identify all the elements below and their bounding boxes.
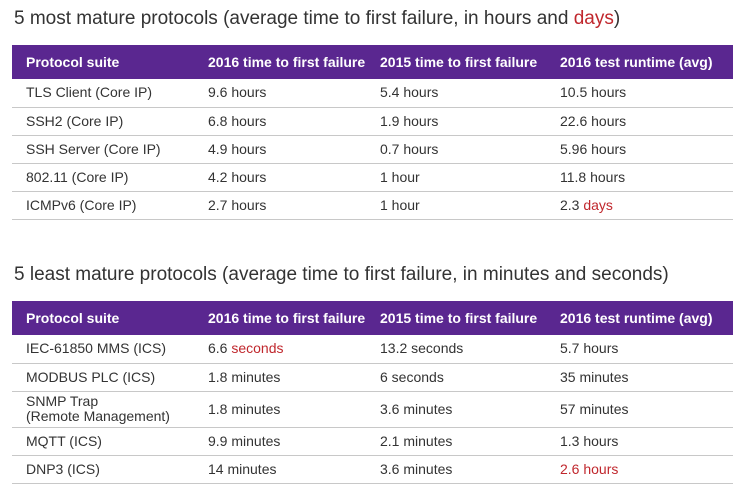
cell-protocol: DNP3 (ICS) bbox=[26, 460, 100, 477]
table-row: MQTT (ICS) 9.9 minutes 2.1 minutes 1.3 h… bbox=[12, 427, 733, 455]
cell-2015: 3.6 minutes bbox=[380, 400, 453, 417]
cell-protocol: ICMPv6 (Core IP) bbox=[26, 196, 137, 213]
header-2016-runtime: 2016 test runtime (avg) bbox=[546, 45, 733, 79]
cell-2015: 1.9 hours bbox=[380, 112, 439, 129]
cell-2016: 1.8 minutes bbox=[208, 368, 281, 385]
cell-protocol: SSH Server (Core IP) bbox=[26, 140, 161, 157]
cell-2016: 14 minutes bbox=[208, 460, 277, 477]
runtime-unit-highlight: days bbox=[583, 196, 613, 213]
ttff-unit-highlight: seconds bbox=[231, 340, 284, 357]
cell-protocol: 802.11 (Core IP) bbox=[26, 168, 129, 185]
protocol-line-2: (Remote Management) bbox=[26, 408, 170, 424]
table-row: ICMPv6 (Core IP) 2.7 hours 1 hour 2.3 da… bbox=[12, 191, 733, 219]
header-2015-ttff: 2015 time to first failure bbox=[366, 301, 546, 335]
cell-2016: 6.8 hours bbox=[208, 112, 267, 129]
cell-2015: 1 hour bbox=[380, 168, 420, 185]
header-2016-runtime: 2016 test runtime (avg) bbox=[546, 301, 733, 335]
cell-protocol: TLS Client (Core IP) bbox=[26, 84, 153, 101]
cell-protocol: SNMP Trap (Remote Management) bbox=[12, 391, 194, 427]
most-mature-table: Protocol suite 2016 time to first failur… bbox=[12, 45, 733, 220]
cell-protocol: MODBUS PLC (ICS) bbox=[26, 368, 156, 385]
table-header-row: Protocol suite 2016 time to first failur… bbox=[12, 45, 733, 79]
header-protocol-suite: Protocol suite bbox=[12, 45, 194, 79]
cell-runtime: 57 minutes bbox=[560, 400, 629, 417]
table-row: TLS Client (Core IP) 9.6 hours 5.4 hours… bbox=[12, 79, 733, 107]
table-row: SSH2 (Core IP) 6.8 hours 1.9 hours 22.6 … bbox=[12, 107, 733, 135]
title-highlight: days bbox=[573, 8, 614, 29]
table-header-row: Protocol suite 2016 time to first failur… bbox=[12, 301, 733, 335]
cell-runtime: 22.6 hours bbox=[560, 112, 627, 129]
cell-2016: 9.9 minutes bbox=[208, 432, 281, 449]
cell-2015: 5.4 hours bbox=[380, 84, 439, 101]
cell-2015: 13.2 seconds bbox=[380, 340, 464, 357]
cell-2015: 6 seconds bbox=[380, 368, 444, 385]
cell-runtime: 5.7 hours bbox=[560, 340, 619, 357]
most-mature-title: 5 most mature protocols (average time to… bbox=[14, 8, 620, 30]
runtime-value: 2.3 bbox=[560, 196, 584, 213]
cell-2015: 3.6 minutes bbox=[380, 460, 453, 477]
cell-2016: 6.6 seconds bbox=[194, 335, 366, 363]
header-2016-ttff: 2016 time to first failure bbox=[194, 45, 366, 79]
ttff-value: 6.6 bbox=[208, 340, 232, 357]
title-text: 5 most mature protocols (average time to… bbox=[14, 8, 574, 29]
title-end: ) bbox=[613, 8, 621, 29]
table-row: SNMP Trap (Remote Management) 1.8 minutes… bbox=[12, 391, 733, 427]
cell-protocol: IEC-61850 MMS (ICS) bbox=[26, 340, 167, 357]
cell-runtime: 10.5 hours bbox=[560, 84, 627, 101]
cell-2015: 2.1 minutes bbox=[380, 432, 453, 449]
cell-2016: 2.7 hours bbox=[208, 196, 267, 213]
table-row: MODBUS PLC (ICS) 1.8 minutes 6 seconds 3… bbox=[12, 363, 733, 391]
cell-2016: 9.6 hours bbox=[208, 84, 267, 101]
cell-runtime: 2.3 days bbox=[546, 191, 733, 219]
cell-2015: 0.7 hours bbox=[380, 140, 439, 157]
table-row: DNP3 (ICS) 14 minutes 3.6 minutes 2.6 ho… bbox=[12, 455, 733, 483]
cell-2016: 4.2 hours bbox=[208, 168, 267, 185]
cell-runtime: 35 minutes bbox=[560, 368, 629, 385]
cell-protocol: SSH2 (Core IP) bbox=[26, 112, 124, 129]
cell-runtime: 1.3 hours bbox=[560, 432, 619, 449]
cell-runtime: 11.8 hours bbox=[560, 168, 626, 185]
header-protocol-suite: Protocol suite bbox=[12, 301, 194, 335]
table-row: IEC-61850 MMS (ICS) 6.6 seconds 13.2 sec… bbox=[12, 335, 733, 363]
table-row: 802.11 (Core IP) 4.2 hours 1 hour 11.8 h… bbox=[12, 163, 733, 191]
header-2016-ttff: 2016 time to first failure bbox=[194, 301, 366, 335]
cell-protocol: MQTT (ICS) bbox=[26, 432, 102, 449]
protocol-line-1: SNMP Trap bbox=[26, 393, 99, 409]
cell-2016: 1.8 minutes bbox=[208, 400, 281, 417]
least-mature-title: 5 least mature protocols (average time t… bbox=[14, 264, 669, 285]
cell-runtime: 5.96 hours bbox=[560, 140, 627, 157]
cell-runtime-highlight: 2.6 hours bbox=[560, 460, 619, 477]
cell-2015: 1 hour bbox=[380, 196, 420, 213]
cell-2016: 4.9 hours bbox=[208, 140, 267, 157]
table-row: SSH Server (Core IP) 4.9 hours 0.7 hours… bbox=[12, 135, 733, 163]
header-2015-ttff: 2015 time to first failure bbox=[366, 45, 546, 79]
least-mature-table: Protocol suite 2016 time to first failur… bbox=[12, 301, 733, 484]
